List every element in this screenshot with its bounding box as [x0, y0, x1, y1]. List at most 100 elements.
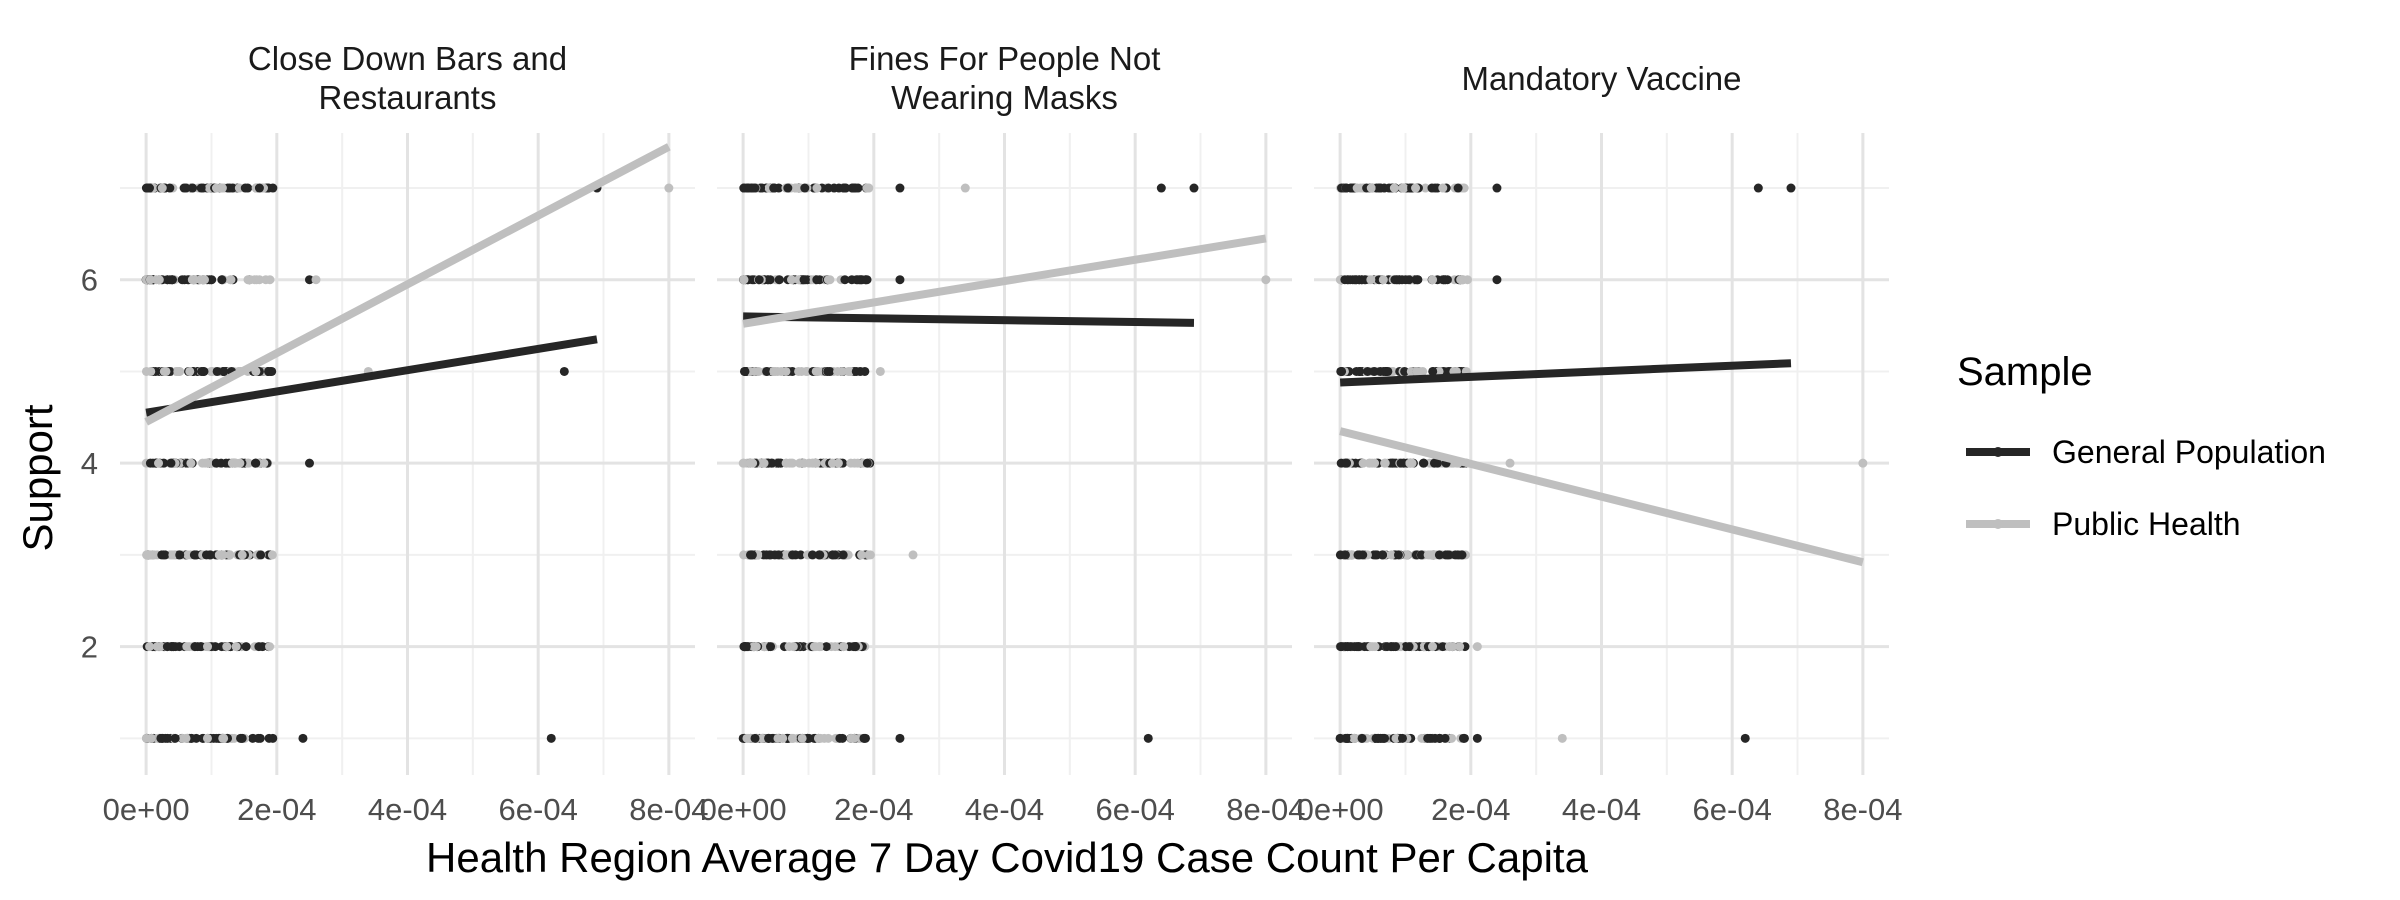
fit-line-general [743, 312, 1195, 327]
point-general [304, 275, 314, 285]
point-public [226, 275, 236, 285]
panels: Close Down Bars and Restaurants 0e+00 2e-04… [81, 40, 1903, 827]
point-general [1432, 458, 1442, 468]
point-public [865, 550, 875, 560]
point-general [799, 275, 809, 285]
point-public [827, 458, 837, 468]
point-public [749, 642, 759, 652]
point-general [1360, 642, 1370, 652]
point-general [895, 183, 905, 193]
point-public [225, 550, 235, 560]
point-public [1463, 275, 1473, 285]
point-general [1369, 366, 1379, 376]
point-general [175, 550, 185, 560]
point-general [1396, 458, 1406, 468]
x-tick-label: 0e+00 [103, 792, 190, 827]
point-general [1430, 733, 1440, 743]
point-public [846, 458, 856, 468]
point-general [241, 642, 251, 652]
point-general [254, 642, 264, 652]
point-general [254, 183, 264, 193]
point-public [1407, 458, 1417, 468]
point-public [231, 642, 241, 652]
point-public [823, 733, 833, 743]
point-general [141, 183, 151, 193]
x-tick-label: 6e-04 [1693, 792, 1772, 827]
point-public [776, 366, 786, 376]
point-public [830, 642, 840, 652]
point-public [1423, 550, 1433, 560]
point-public [1438, 183, 1448, 193]
y-tick-label: 6 [81, 263, 98, 298]
point-general [1340, 550, 1350, 560]
x-tick-label: 4e-04 [1562, 792, 1641, 827]
point-public [846, 733, 856, 743]
point-general [1427, 183, 1437, 193]
points [141, 183, 674, 743]
point-public [159, 366, 169, 376]
point-general [1336, 366, 1346, 376]
panel-2: Fines For People Not Wearing Masks 0e+00 2e… [700, 40, 1306, 827]
point-general [740, 642, 750, 652]
point-public [182, 642, 192, 652]
x-tick-label: 8e-04 [1226, 792, 1305, 827]
point-public [199, 275, 209, 285]
point-general [162, 642, 172, 652]
point-general [1786, 183, 1796, 193]
panel-title-line: Close Down Bars and [248, 40, 567, 77]
point-general [1351, 366, 1361, 376]
point-public [218, 733, 228, 743]
point-general [1416, 550, 1426, 560]
panel-1: Close Down Bars and Restaurants 0e+00 2e-04… [103, 40, 709, 827]
point-general [240, 183, 250, 193]
point-general [895, 275, 905, 285]
point-general [1156, 183, 1166, 193]
point-public [1472, 642, 1482, 652]
point-general [217, 275, 227, 285]
point-public [218, 550, 228, 560]
point-public [759, 458, 769, 468]
point-public [739, 275, 749, 285]
point-public [1402, 550, 1412, 560]
point-general [1391, 642, 1401, 652]
legend-key-point-general [1993, 447, 2003, 457]
point-public [833, 366, 843, 376]
point-general [1413, 275, 1423, 285]
point-public [156, 642, 166, 652]
point-public [237, 550, 247, 560]
point-general [840, 275, 850, 285]
point-public [742, 733, 752, 743]
point-general [256, 550, 266, 560]
point-public [1378, 275, 1388, 285]
point-general [163, 733, 173, 743]
point-public [843, 366, 853, 376]
legend-title: Sample [1957, 350, 2093, 394]
point-public [825, 275, 835, 285]
point-general [225, 183, 235, 193]
point-general [1453, 183, 1463, 193]
point-public [778, 733, 788, 743]
point-public [202, 733, 212, 743]
panel-title-line: Mandatory Vaccine [1461, 60, 1741, 97]
point-public [790, 183, 800, 193]
y-tick-label: 2 [81, 630, 98, 665]
point-public [1386, 550, 1396, 560]
point-general [216, 458, 226, 468]
point-general [1441, 550, 1451, 560]
point-general [1753, 183, 1763, 193]
point-public [1428, 642, 1438, 652]
legend-label-public: Public Health [2052, 506, 2241, 542]
panel-title-line: Fines For People Not [849, 40, 1161, 77]
point-general [747, 550, 757, 560]
point-public [787, 275, 797, 285]
point-general [862, 458, 872, 468]
point-general [219, 366, 229, 376]
point-general [859, 733, 869, 743]
point-general [851, 275, 861, 285]
point-public [864, 183, 874, 193]
point-general [821, 642, 831, 652]
point-public [797, 733, 807, 743]
point-general [849, 642, 859, 652]
point-public [1352, 183, 1362, 193]
point-public [229, 733, 239, 743]
